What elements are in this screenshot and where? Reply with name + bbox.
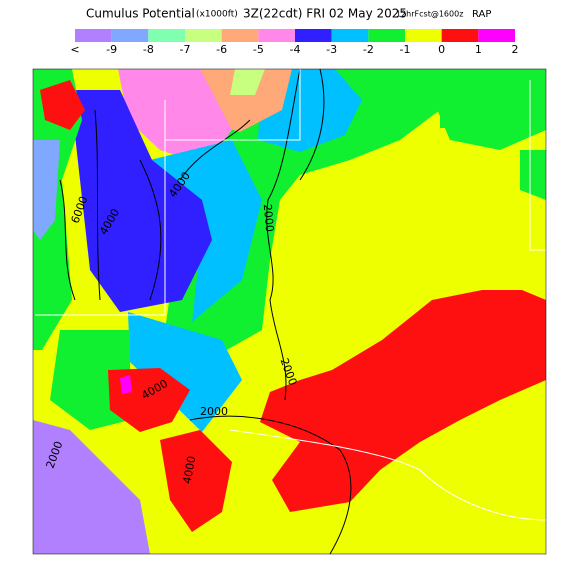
legend-label: 1 <box>475 43 482 56</box>
contour <box>94 109 101 301</box>
legend-label: -2 <box>363 43 374 56</box>
legend: < -9 -8 -7 -6 -5 -4 -3 -2 -1 0 1 2 <box>70 29 519 56</box>
legend-swatch <box>75 29 112 42</box>
border <box>165 69 301 141</box>
border <box>529 80 546 251</box>
contour-label: 4000 <box>181 455 199 485</box>
contour <box>179 119 251 181</box>
legend-label: -7 <box>180 43 191 56</box>
map-region <box>118 69 232 165</box>
legend-swatch <box>441 29 479 42</box>
map-region <box>165 69 440 365</box>
map-region <box>160 430 232 532</box>
map-frame <box>32 68 547 555</box>
legend-label: -3 <box>326 43 337 56</box>
contour <box>139 159 162 301</box>
map-region <box>33 420 150 554</box>
legend-swatch <box>331 29 369 42</box>
legend-swatch <box>405 29 442 42</box>
legend-label: -8 <box>143 43 154 56</box>
legend-label: 0 <box>438 43 445 56</box>
legend-swatch <box>478 29 515 42</box>
map-region <box>440 110 460 128</box>
contour <box>266 68 301 401</box>
legend-swatch <box>368 29 405 42</box>
contour-label: 2000 <box>200 405 228 418</box>
legend-label: 2 <box>512 43 519 56</box>
legend-label: -1 <box>400 43 411 56</box>
map-region <box>70 90 212 312</box>
legend-swatch <box>148 29 185 42</box>
legend-label: -6 <box>216 43 227 56</box>
map-region <box>520 150 546 200</box>
header: Cumulus Potential (x1000ft) 3Z(22cdt) FR… <box>86 7 491 21</box>
map-region <box>230 69 265 95</box>
map-region <box>120 375 132 394</box>
legend-swatch <box>221 29 259 42</box>
units: (x1000ft) <box>196 10 238 20</box>
title: Cumulus Potential <box>86 7 195 21</box>
contour <box>299 68 325 181</box>
contour <box>59 179 76 301</box>
legend-label: -4 <box>290 43 301 56</box>
model: RAP <box>472 9 491 20</box>
time: 3Z(22cdt) FRI 02 May 2025 <box>243 7 407 21</box>
border <box>229 429 547 521</box>
map-region <box>128 312 242 432</box>
legend-label: -5 <box>253 43 264 56</box>
map-region <box>40 80 85 130</box>
forecast: 12hrFcst@1600z <box>396 10 463 19</box>
border <box>35 100 166 316</box>
map-region <box>420 69 546 150</box>
legend-swatch <box>258 29 295 42</box>
legend-swatch <box>295 29 332 42</box>
contour-label: 2000 <box>261 203 276 232</box>
legend-label: < <box>70 43 79 56</box>
legend-swatch <box>111 29 149 42</box>
contour <box>189 415 352 555</box>
map-region <box>33 140 60 240</box>
map-region <box>260 290 546 512</box>
legend-swatch <box>185 29 222 42</box>
legend-label: -9 <box>106 43 117 56</box>
